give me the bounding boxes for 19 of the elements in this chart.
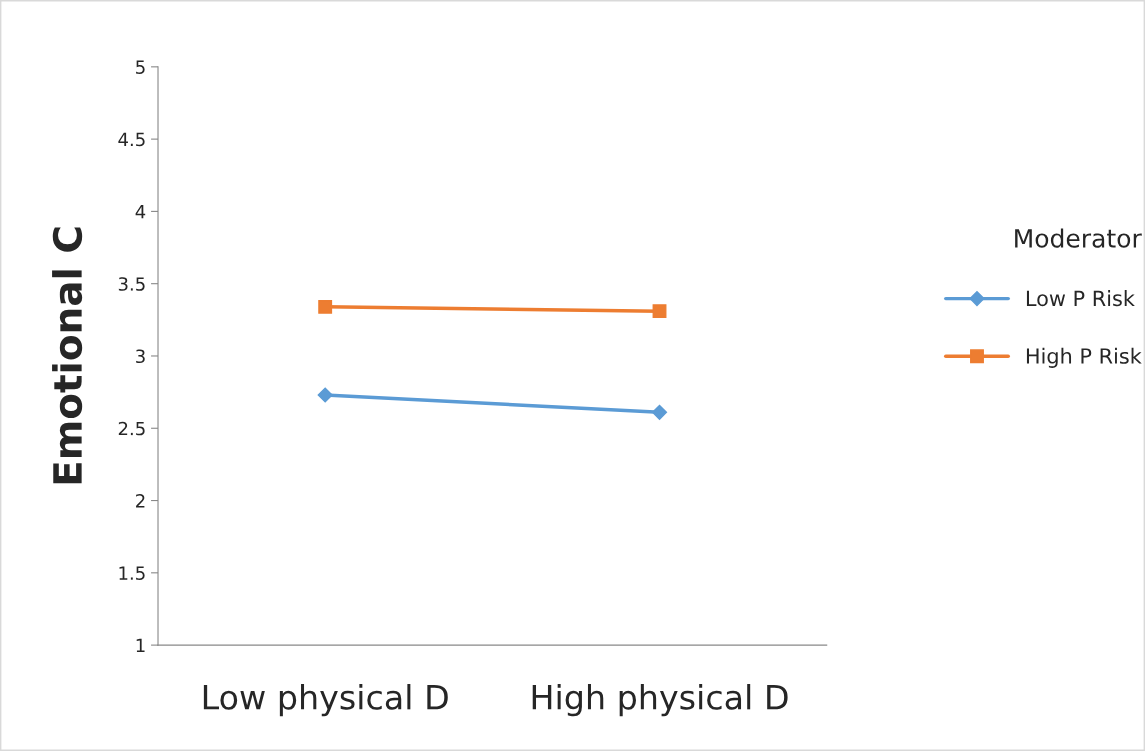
point: [317, 387, 333, 403]
y-tick-label: 4.5: [118, 132, 145, 147]
y-tick-label: 4: [135, 205, 146, 219]
point: [652, 304, 667, 319]
legend-label: Low P Risk: [1026, 290, 1135, 307]
y-tick-label: 3.5: [118, 277, 145, 291]
legend-label: High P Risk: [1026, 347, 1142, 368]
y-tick-label: 1.5: [119, 566, 145, 580]
point: [651, 404, 668, 420]
y-tick-label: 5: [136, 60, 145, 74]
y-tick-label: 2.5: [118, 421, 145, 436]
x-tick-label: Low physical D: [203, 684, 448, 717]
y-axis-title: Emotional C: [52, 227, 83, 484]
legend-title: Moderator: [1015, 228, 1142, 248]
x-tick-label: High physical D: [532, 684, 788, 717]
y-tick-label: 1: [136, 638, 145, 652]
y-tick-label: 3: [136, 349, 145, 364]
point: [318, 299, 333, 314]
y-tick-label: 2: [136, 494, 145, 508]
